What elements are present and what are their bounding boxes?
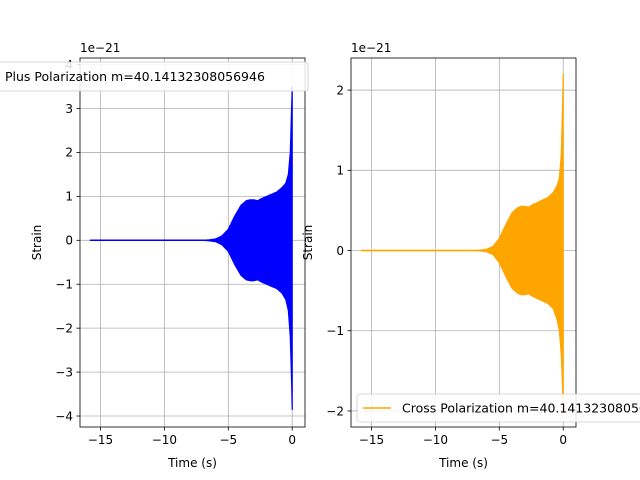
x-tick-label: −5 <box>490 433 508 447</box>
axes-frame <box>350 57 577 428</box>
legend: Cross Polarization m=40.14132308056946 <box>356 393 640 423</box>
x-tick-label: −15 <box>88 433 113 447</box>
y-tick-label: 2 <box>65 146 73 160</box>
y-tick-label: 3 <box>65 102 73 116</box>
x-tick-label: 0 <box>559 433 567 447</box>
legend-label-plus: Plus Polarization m=40.14132308056946 <box>5 69 265 84</box>
x-ticks: −15 −10 −5 0 <box>88 427 296 447</box>
y-offset-text: 1e−21 <box>80 41 120 55</box>
x-tick-label: −10 <box>423 433 448 447</box>
plus-polarization-chart: −15−10−50 −4−3−2−101234 1e−21 Time (s) S… <box>0 41 309 470</box>
series-layer <box>360 73 564 416</box>
x-tick-label: −15 <box>359 433 384 447</box>
y-axis-label: Strain <box>30 225 44 261</box>
y-tick-label: 1 <box>336 164 344 178</box>
y-tick-label: 1 <box>65 190 73 204</box>
x-axis-label: Time (s) <box>438 456 488 470</box>
y-tick-label: 0 <box>65 234 73 248</box>
series-layer <box>89 85 293 411</box>
legend-box <box>0 61 309 92</box>
x-ticks: −15 −10 −5 0 <box>359 427 567 447</box>
series-waveform-0 <box>89 85 293 411</box>
y-tick-label: −3 <box>55 365 73 379</box>
x-tick-label: 0 <box>288 433 296 447</box>
y-tick-label: −1 <box>55 278 73 292</box>
axes-frame <box>79 57 306 428</box>
y-offset-text: 1e−21 <box>351 41 391 55</box>
y-ticks: −2 −1 0 1 2 <box>326 83 351 418</box>
x-axis-label: Time (s) <box>167 456 217 470</box>
y-tick-label: −1 <box>326 324 344 338</box>
legend: Plus Polarization m=40.14132308056946 <box>0 61 309 92</box>
y-axis-label: Strain <box>301 225 315 261</box>
y-tick-label: −4 <box>55 409 73 423</box>
y-ticks: −4−3−2−101234 <box>55 58 80 423</box>
y-tick-label: −2 <box>326 404 344 418</box>
series-waveform-0 <box>360 73 564 416</box>
y-tick-label: 0 <box>336 244 344 258</box>
legend-box <box>356 393 640 423</box>
y-tick-label: 2 <box>336 83 344 97</box>
y-tick-label: −2 <box>55 321 73 335</box>
legend-label-cross: Cross Polarization m=40.14132308056946 <box>402 401 640 416</box>
x-tick-label: −10 <box>152 433 177 447</box>
x-tick-label: −5 <box>219 433 237 447</box>
